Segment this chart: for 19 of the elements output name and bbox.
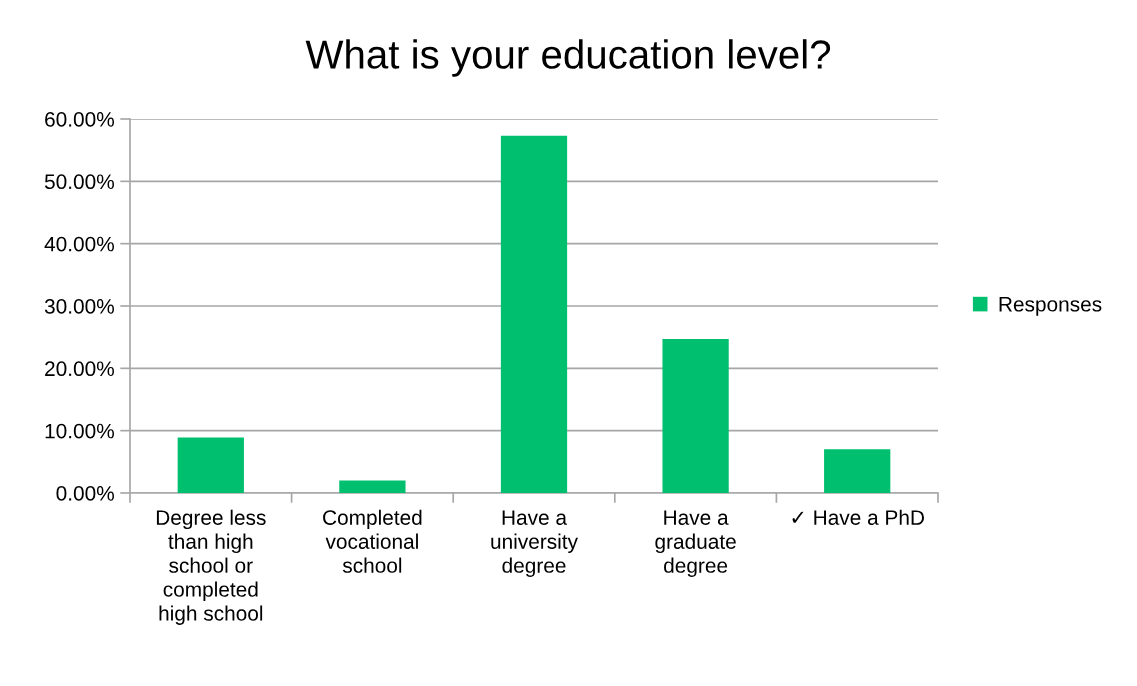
x-tick-label: Degree less than high school or completed high school (156, 509, 266, 625)
bar (662, 339, 729, 493)
chart-title: What is your education level? (305, 39, 831, 77)
y-tick-label: 30.00% (44, 299, 114, 314)
y-tick-label: 10.00% (45, 423, 114, 439)
legend-label: Responses (999, 297, 1102, 316)
bar (339, 480, 406, 493)
y-tick-label: 0.00% (56, 486, 114, 501)
bar (824, 449, 891, 493)
y-tick-label: 50.00% (44, 174, 114, 190)
bar (500, 135, 568, 493)
bar (177, 437, 244, 493)
x-tick-label: Have a graduate degree (655, 510, 736, 577)
x-tick-label: ✓ Have a PhD (792, 509, 924, 525)
y-tick-label: 40.00% (44, 236, 114, 252)
x-tick-label: Completed vocational school (323, 509, 422, 573)
y-tick-label: 60.00% (45, 112, 114, 127)
y-tick-label: 20.00% (45, 361, 114, 377)
x-tick-label: Have a university degree (491, 510, 578, 577)
